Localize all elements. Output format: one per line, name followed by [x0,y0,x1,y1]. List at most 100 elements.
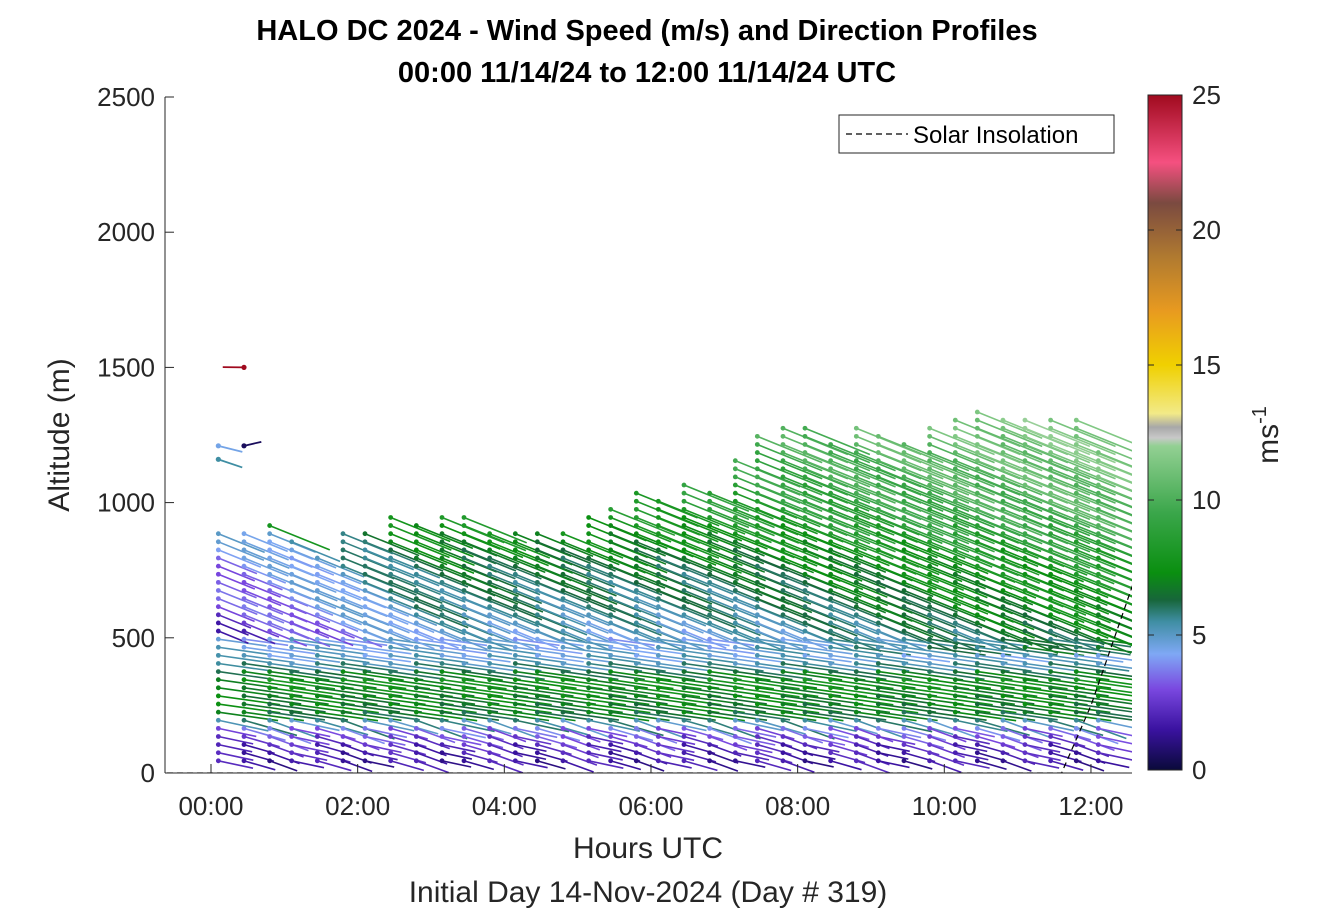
wind-barb-shaft [537,557,593,581]
wind-barb-point [974,693,980,699]
wind-barb-point [512,547,518,553]
wind-barb-shaft [1024,459,1091,488]
wind-barb-shaft [929,541,993,568]
wind-barb-shaft [1097,459,1132,476]
wind-barb-point [633,750,639,756]
wind-barb-point [362,750,368,756]
wind-barb-point [241,725,247,731]
wind-barb-shaft [658,622,704,642]
wind-barb-shaft [636,760,665,772]
x-tick-label: 00:00 [178,791,243,821]
wind-barb-point [633,701,639,707]
wind-barb-point [927,612,933,618]
wind-barb-point [560,669,566,674]
wind-barb-shaft [1002,646,1058,656]
wind-barb-shaft [757,459,823,488]
wind-barb-point [1022,636,1028,642]
wind-barb-shaft [291,711,349,721]
wind-barb-point [974,588,980,593]
wind-barb-point [1000,652,1006,658]
wind-barb-point [681,612,687,618]
wind-barb-shaft [1097,476,1132,492]
wind-barb-shaft [1024,614,1079,637]
wind-barb-point [1048,596,1054,601]
wind-barb-point [927,750,933,756]
wind-barb-point [732,620,738,626]
wind-barb-point [267,620,273,626]
wind-barb-shaft [929,459,995,488]
wind-barb-point [901,725,907,731]
wind-barb-point [952,758,958,764]
wind-barb-point [707,709,713,715]
wind-barb-shaft [1098,743,1132,753]
wind-barb-shaft [804,500,871,529]
wind-barb-point [1095,490,1101,496]
wind-barb-shaft [1050,678,1112,689]
wind-barb-point [655,506,661,512]
wind-barb-shaft [610,557,668,582]
wind-barb-shaft [441,743,476,753]
wind-barb-point [754,563,760,569]
wind-barb-shaft [317,646,368,656]
y-tick-label: 2500 [97,82,155,112]
wind-barb-point [732,750,738,756]
wind-barb-point [927,579,933,585]
wind-barb-point [1073,685,1079,691]
wind-barb-point [534,717,540,723]
wind-barb-point [681,750,687,756]
wind-barb-point [608,693,614,699]
wind-barb-point [1095,498,1101,504]
wind-barb-shaft [856,646,911,656]
wind-barb-point [754,750,760,756]
wind-barb-shaft [562,589,616,613]
wind-barb-shaft [929,735,966,751]
wind-barb-point [1048,612,1054,618]
wind-barb-point [927,709,933,715]
wind-barb-point [1048,750,1054,756]
wind-barb-shaft [317,581,362,601]
wind-barb-shaft [955,727,995,738]
wind-barb-shaft [537,678,603,690]
wind-barb-shaft [1050,459,1116,488]
wind-barb-point [340,612,346,618]
wind-barb-point [362,742,368,748]
wind-barb-point [560,717,566,723]
wind-barb-shaft [830,687,895,698]
wind-barb-point [974,725,980,731]
wind-barb-shaft [390,751,427,764]
wind-barb-point [754,442,760,447]
wind-barb-point [560,685,566,691]
wind-barb-point [1022,701,1028,707]
wind-barb-shaft [955,751,989,761]
wind-barb-shaft [830,476,896,504]
wind-barb-point [927,742,933,748]
wind-barb-shaft [903,573,964,600]
wind-barb-point [1095,458,1101,464]
wind-barb-point [439,725,445,731]
wind-barb-shaft [878,760,910,769]
wind-barb-point [512,604,518,610]
wind-barb-shaft [463,727,504,741]
wind-barb-shaft [562,719,610,738]
wind-barb-point [875,620,881,626]
wind-barb-point [1095,717,1101,723]
wind-barb-shaft [683,541,743,567]
wind-barb-shaft [1098,654,1132,661]
wind-barb-shaft [562,687,627,698]
wind-barb-point [853,669,859,674]
wind-barb-shaft [1050,581,1108,607]
wind-barb-shaft [1098,662,1132,670]
wind-barb-point [1095,758,1101,764]
wind-barb-point [707,685,713,691]
wind-barb-shaft [976,597,1033,622]
wind-barb-shaft [342,670,404,681]
wind-barb-point [241,652,247,658]
wind-barb-point [780,442,786,447]
wind-barb-point [707,490,713,496]
wind-barb-shaft [757,597,811,621]
wind-barb-point [241,669,247,674]
wind-barb-shaft [757,468,823,496]
wind-barb-point [952,531,958,537]
wind-barb-shaft [878,476,944,504]
